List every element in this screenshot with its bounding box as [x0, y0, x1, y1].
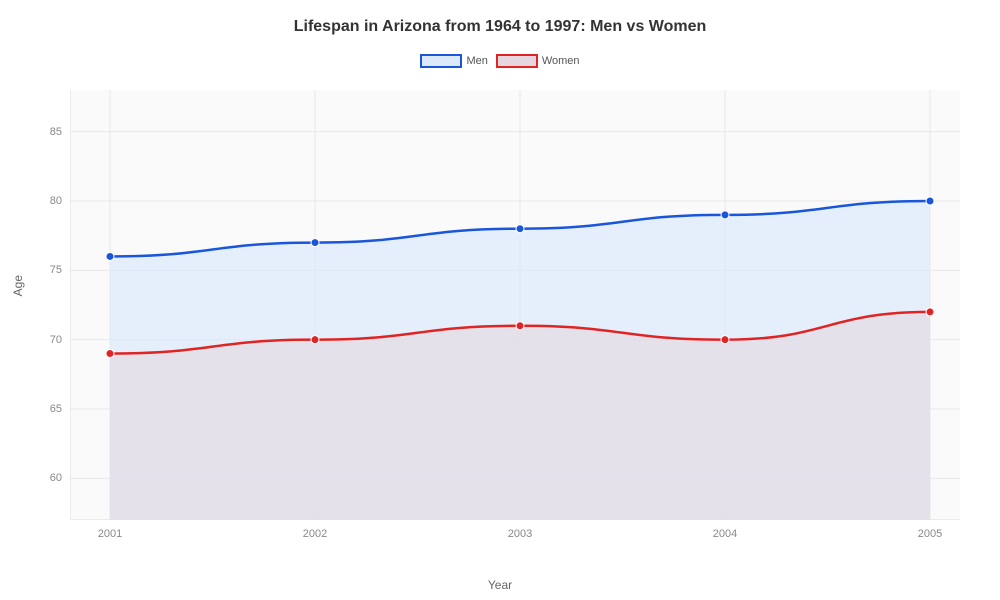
- x-tick-label: 2003: [508, 528, 532, 540]
- legend-swatch-women: [496, 54, 538, 68]
- x-tick-label: 2002: [303, 528, 327, 540]
- chart-container: Lifespan in Arizona from 1964 to 1997: M…: [0, 0, 1000, 600]
- y-tick-label: 80: [50, 195, 62, 207]
- x-tick-label: 2004: [713, 528, 737, 540]
- chart-title: Lifespan in Arizona from 1964 to 1997: M…: [0, 0, 1000, 36]
- plot-svg: [70, 90, 960, 520]
- y-tick-label: 75: [50, 264, 62, 276]
- y-tick-label: 60: [50, 472, 62, 484]
- y-tick-label: 70: [50, 334, 62, 346]
- x-tick-label: 2001: [98, 528, 122, 540]
- y-tick-label: 65: [50, 403, 62, 415]
- legend-label-men: Men: [466, 55, 487, 67]
- legend: Men Women: [0, 54, 1000, 68]
- x-axis-label: Year: [488, 578, 512, 592]
- legend-label-women: Women: [542, 55, 580, 67]
- y-tick-label: 85: [50, 126, 62, 138]
- legend-swatch-men: [420, 54, 462, 68]
- y-axis-label: Age: [11, 275, 25, 296]
- plot-area: 60657075808520012002200320042005: [70, 90, 960, 520]
- x-tick-label: 2005: [918, 528, 942, 540]
- legend-item-men[interactable]: Men: [420, 54, 487, 68]
- legend-item-women[interactable]: Women: [496, 54, 580, 68]
